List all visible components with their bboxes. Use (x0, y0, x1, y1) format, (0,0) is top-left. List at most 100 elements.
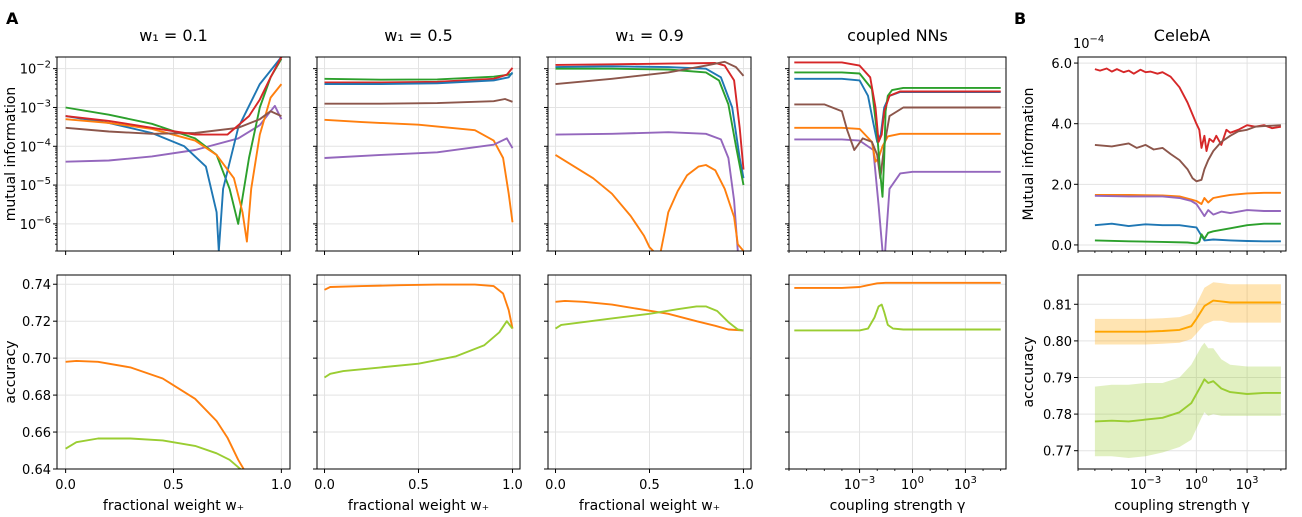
series-line (659, 164, 745, 251)
series-line (1094, 194, 1281, 218)
plot-frame (1077, 274, 1287, 470)
chart-title: w₁ = 0.1 (139, 26, 208, 45)
series-line (65, 104, 283, 163)
y-axis-label: acccuracy (1021, 337, 1037, 408)
x-tick-label: 10−3 (1130, 475, 1161, 493)
series-line (794, 281, 1001, 289)
series-line (65, 83, 283, 243)
y-tick-label: 0.72 (22, 315, 51, 330)
series-line (1094, 222, 1281, 245)
series-line (1094, 222, 1281, 243)
series-line (65, 437, 242, 469)
chart-w01_mi: 10−6 10−5 10−4 10−3 10−2 w₁ = 0.1 mutual infor… (3, 26, 291, 255)
plot-frame (788, 274, 1007, 470)
y-tick-label: 0.79 (1043, 371, 1072, 386)
series-line (555, 131, 739, 251)
series-line (65, 58, 283, 225)
y-tick-label: 4.0 (1051, 118, 1072, 133)
chart-title: CelebA (1154, 26, 1210, 45)
series-line (794, 103, 1001, 180)
series-line (324, 137, 514, 159)
series-line (1094, 299, 1281, 333)
series-line (554, 154, 654, 251)
x-tick-label: 1.0 (733, 478, 754, 493)
panel-letter-b: B (1014, 9, 1026, 28)
series-line (555, 299, 744, 332)
x-axis-label: coupling strength γ (1114, 498, 1250, 514)
series-line (794, 303, 1001, 332)
x-tick-label: 0.5 (408, 478, 429, 493)
x-tick-label: 0.0 (55, 478, 76, 493)
y-tick-label: 10−4 (20, 137, 51, 155)
y-tick-label: 2.0 (1051, 178, 1072, 193)
x-axis-label: fractional weight w₊ (348, 498, 489, 514)
y-tick-label: 0.0 (1051, 239, 1072, 254)
series-line (324, 71, 514, 86)
y-tick-label: 0.64 (22, 463, 51, 478)
x-tick-label: 0.0 (545, 478, 566, 493)
series-line (324, 283, 514, 329)
x-axis-label: fractional weight w₊ (103, 498, 244, 514)
series-line (554, 305, 744, 332)
x-tick-label: 10−3 (844, 475, 875, 493)
confidence-band (1094, 342, 1281, 458)
y-tick-label: 10−5 (20, 176, 51, 194)
chart-celeba_mi: 0.0 2.0 4.0 6.0 CelebA Mutual information 10−4 (1021, 26, 1287, 255)
x-tick-label: 103 (954, 475, 977, 493)
x-tick-label: 103 (1236, 475, 1259, 493)
panel-letter-a: A (6, 9, 19, 28)
y-tick-label: 0.81 (1043, 298, 1072, 313)
x-tick-label: 0.5 (163, 478, 184, 493)
series-line (324, 72, 513, 81)
x-tick-label: 100 (1185, 475, 1208, 493)
chart-w09_mi: w₁ = 0.9 (544, 26, 752, 255)
y-tick-label: 0.77 (1043, 445, 1072, 460)
chart-celeba_acc: 0.77 0.78 0.79 0.80 0.81 10−3 100 103 coupling s… (1021, 274, 1287, 514)
series-line (1094, 124, 1281, 183)
plot-frame (1077, 56, 1287, 252)
y-tick-label: 10−2 (20, 60, 51, 78)
x-tick-label: 1.0 (502, 478, 523, 493)
series-line (65, 57, 283, 136)
chart-title: w₁ = 0.9 (615, 26, 684, 45)
y-axis-label: accuracy (3, 340, 19, 403)
y-tick-label: 0.68 (22, 389, 51, 404)
chart-w09_acc: 0.0 0.5 1.0 fractional weight w₊ (544, 274, 754, 514)
y-tick-label: 10−6 (20, 215, 51, 233)
series-line (323, 320, 514, 379)
series-line (794, 126, 1001, 163)
y-tick-label: 0.70 (22, 352, 51, 367)
y-tick-label: 0.80 (1043, 335, 1072, 350)
series-line (65, 359, 245, 469)
series-line (324, 98, 513, 105)
x-tick-label: 1.0 (271, 478, 292, 493)
series-line (555, 62, 745, 170)
series-line (555, 67, 745, 186)
x-tick-label: 0.0 (314, 478, 335, 493)
series-line (65, 57, 283, 251)
chart-w05_mi: w₁ = 0.5 (313, 26, 521, 255)
x-axis-label: coupling strength γ (830, 498, 966, 514)
chart-nn_acc: 10−3 100 103 coupling strength γ (785, 274, 1007, 514)
y-axis-label: Mutual information (1021, 87, 1037, 220)
series-line (555, 60, 745, 86)
plot-frame (788, 56, 1007, 252)
y-tick-label: 0.66 (22, 426, 51, 441)
chart-w05_acc: 0.0 0.5 1.0 fractional weight w₊ (313, 274, 523, 514)
axis-multiplier: 10−4 (1073, 34, 1104, 52)
y-tick-label: 10−3 (20, 98, 51, 116)
x-tick-label: 0.5 (639, 478, 660, 493)
chart-w01_acc: 0.64 0.66 0.68 0.70 0.72 0.74 0.0 0.5 1.0 fractio… (3, 274, 292, 514)
series-line (65, 110, 282, 135)
series-line (324, 67, 514, 84)
confidence-band (1094, 282, 1281, 345)
series-line (1094, 378, 1281, 423)
series-line (1094, 191, 1281, 205)
y-tick-label: 0.74 (22, 278, 51, 293)
x-axis-label: fractional weight w₊ (579, 498, 720, 514)
series-line (794, 61, 1001, 143)
y-tick-label: 0.78 (1043, 408, 1072, 423)
series-line (1094, 67, 1282, 152)
chart-title: coupled NNs (847, 26, 948, 45)
chart-title: w₁ = 0.5 (384, 26, 453, 45)
